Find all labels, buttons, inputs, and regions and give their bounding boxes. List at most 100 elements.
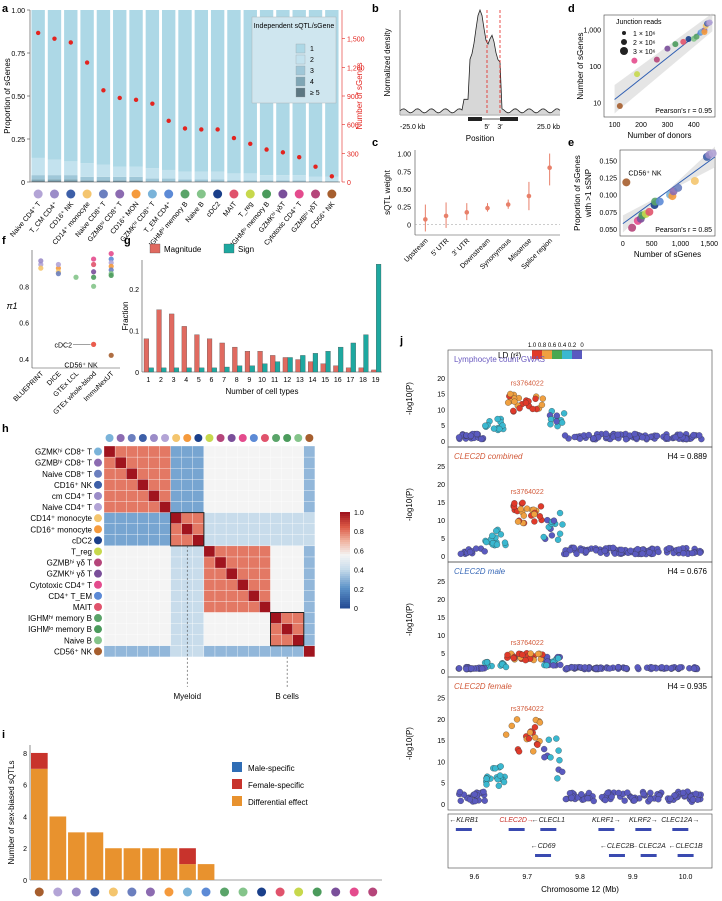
row-label-h: Naive CD4⁺ T	[42, 503, 92, 512]
heatmap-cell	[114, 512, 127, 524]
heatmap-cell	[248, 623, 260, 635]
heatmap-cell	[148, 468, 160, 480]
bar-a-0	[47, 10, 62, 160]
point-j	[483, 781, 490, 788]
heatmap-cell	[159, 545, 171, 558]
tick-label-g-x: 18	[359, 377, 367, 384]
point-e	[622, 178, 631, 187]
point-j	[531, 511, 538, 518]
heatmap-cell	[303, 601, 316, 613]
panel-letter-h: h	[2, 423, 9, 435]
point-j	[582, 548, 590, 555]
axis-label-b-x: Position	[466, 134, 494, 143]
gene-label-j: CLEC2D→	[499, 817, 534, 824]
point-e	[674, 183, 683, 192]
bar-g-sign	[325, 351, 331, 373]
heatmap-cell	[248, 479, 260, 491]
point-j	[489, 532, 496, 539]
heatmap-cell	[259, 612, 271, 624]
heatmap-cell	[137, 623, 149, 635]
gene-body-j	[540, 828, 557, 831]
heatmap-cell	[192, 556, 205, 569]
point-j	[493, 541, 501, 548]
colorbar-h-segment	[340, 558, 350, 561]
point-f	[91, 341, 97, 347]
heatmap-cell	[303, 523, 316, 535]
row-dot-h	[94, 625, 102, 634]
point-j	[665, 545, 673, 552]
heatmap-cell	[192, 501, 205, 513]
heatmap-cell	[148, 445, 160, 458]
axis-label-i-y: Number of sex-biased sQTLs	[7, 760, 16, 864]
axis-label-a-y: Proportion of sGenes	[3, 58, 12, 134]
legend-g-swatch	[149, 243, 161, 254]
heatmap-cell	[137, 645, 149, 658]
heatmap-cell	[281, 579, 293, 591]
gene-label-j: KLRF2→	[629, 817, 658, 824]
tick-label-f-x: BLUEPRINT	[12, 370, 45, 403]
gene-label-j: ←CLEC2A	[632, 843, 667, 850]
tick-label-g-x: 6	[210, 377, 214, 384]
heatmap-cell	[148, 556, 160, 569]
tick-label-j-x: 9.9	[628, 874, 638, 881]
heatmap-cell	[159, 645, 171, 658]
heatmap-cell	[159, 579, 171, 591]
point-j	[537, 503, 545, 510]
tick-label-g-y: 0.2	[129, 287, 139, 294]
tick-label-a-y: 0.75	[11, 51, 25, 58]
heatmap-cell	[181, 468, 193, 480]
bar-a-3	[47, 179, 62, 182]
bar-g-sign	[161, 367, 167, 373]
axis-label-d-y: Number of sGenes	[576, 32, 585, 99]
heatmap-cell	[114, 590, 127, 602]
heatmap-cell	[225, 612, 238, 624]
heatmap-cell	[214, 623, 227, 635]
bar-g-sign	[249, 365, 255, 373]
colorbar-h-segment	[340, 570, 350, 573]
bar-g-magnitude	[219, 342, 225, 373]
tick-label-b-x: 5′	[484, 124, 490, 131]
colorbar-h-segment	[340, 518, 350, 521]
panel-letter-b: b	[372, 3, 379, 15]
tick-label-b-x: 3′	[497, 124, 503, 131]
celltype-dot-i	[312, 887, 322, 897]
point-j	[675, 546, 683, 553]
heatmap-cell	[159, 523, 171, 535]
colorbar-h-segment	[340, 574, 350, 577]
axis-label-c-y: sQTL weight	[383, 169, 392, 214]
point-a-nsgenes	[231, 135, 237, 141]
point-j	[468, 665, 475, 672]
tick-label-a-yr: 0	[347, 180, 351, 187]
heatmap-cell	[259, 445, 271, 458]
heatmap-cell	[237, 601, 249, 613]
point-j	[532, 395, 539, 402]
bar-a-2	[325, 181, 339, 182]
point-j	[543, 662, 550, 669]
celltype-dot	[164, 189, 174, 199]
celltype-dot-i	[53, 887, 63, 897]
heatmap-cell	[148, 479, 160, 491]
heatmap-cell	[159, 468, 171, 480]
heatmap-cell	[214, 567, 227, 580]
panel-h-chart: GZMKʰⁱ CD8⁺ T GZMBʰⁱ CD8⁺ T Naive CD8⁺ T CD…	[28, 434, 364, 701]
heatmap-cell	[237, 501, 249, 513]
bar-a-1	[161, 169, 176, 179]
heatmap-cell	[225, 468, 238, 480]
point-j	[501, 539, 509, 546]
point-j	[526, 729, 534, 736]
heatmap-cell	[114, 579, 127, 591]
colorbar-h-segment	[340, 536, 350, 539]
bar-g-sign	[300, 355, 306, 373]
heatmap-cell	[237, 445, 249, 458]
heatmap-cell	[281, 456, 293, 469]
heatmap-cell	[103, 579, 116, 591]
point-j	[531, 724, 539, 731]
point-j	[696, 432, 703, 439]
celltype-dot	[49, 189, 59, 199]
heatmap-cell	[114, 623, 127, 635]
point-f	[108, 256, 114, 262]
legend-d-title: Junction reads	[616, 19, 662, 26]
point-f	[55, 261, 62, 268]
bar-a-0	[113, 10, 127, 167]
bar-g-magnitude	[295, 359, 301, 373]
